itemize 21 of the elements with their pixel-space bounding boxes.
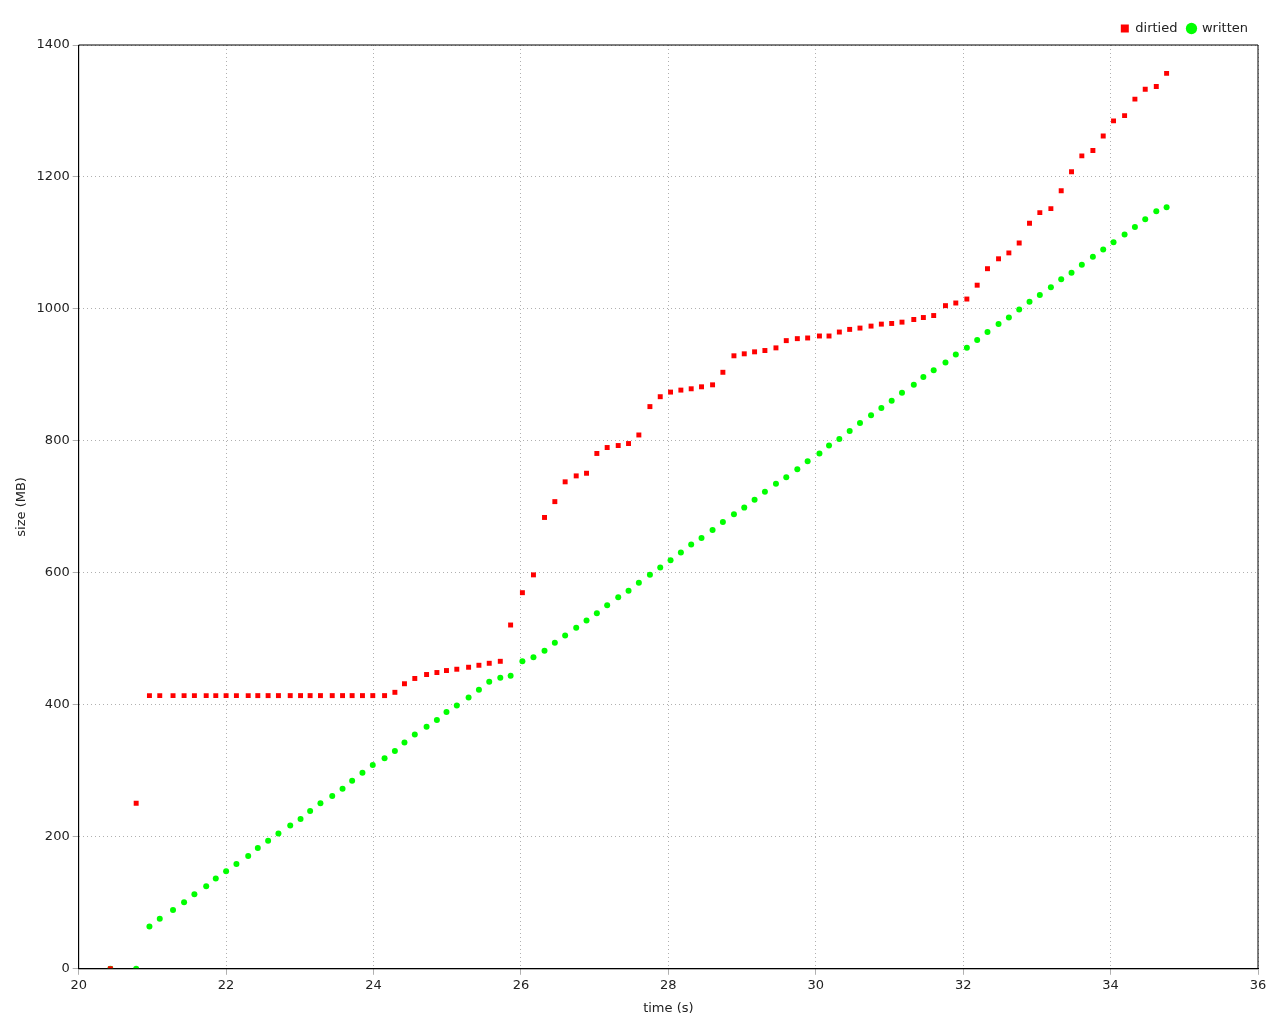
y-tick-label: 1400 xyxy=(36,36,70,52)
y-axis-title: size (MB) xyxy=(13,477,29,537)
y-tick-label: 0 xyxy=(61,960,70,976)
y-tick-label: 800 xyxy=(44,432,70,448)
y-tick-label: 400 xyxy=(44,696,70,712)
x-tick-label: 28 xyxy=(660,976,677,992)
x-tick-label: 24 xyxy=(365,976,382,992)
legend-label: dirtied xyxy=(1135,19,1178,35)
x-tick-label: 26 xyxy=(512,976,530,992)
x-tick-label: 20 xyxy=(70,976,87,992)
x-tick-label: 30 xyxy=(807,976,825,992)
y-tick-label: 1000 xyxy=(36,300,70,316)
x-tick-label: 22 xyxy=(217,976,235,992)
legend-label: written xyxy=(1201,19,1249,35)
y-tick-label: 200 xyxy=(44,828,70,844)
y-tick-label: 1200 xyxy=(36,168,70,184)
x-tick-label: 34 xyxy=(1102,976,1119,992)
x-tick-label: 32 xyxy=(954,976,972,992)
x-tick-label: 36 xyxy=(1249,976,1267,992)
x-axis-title: time (s) xyxy=(643,999,694,1015)
y-tick-label: 600 xyxy=(44,564,70,580)
